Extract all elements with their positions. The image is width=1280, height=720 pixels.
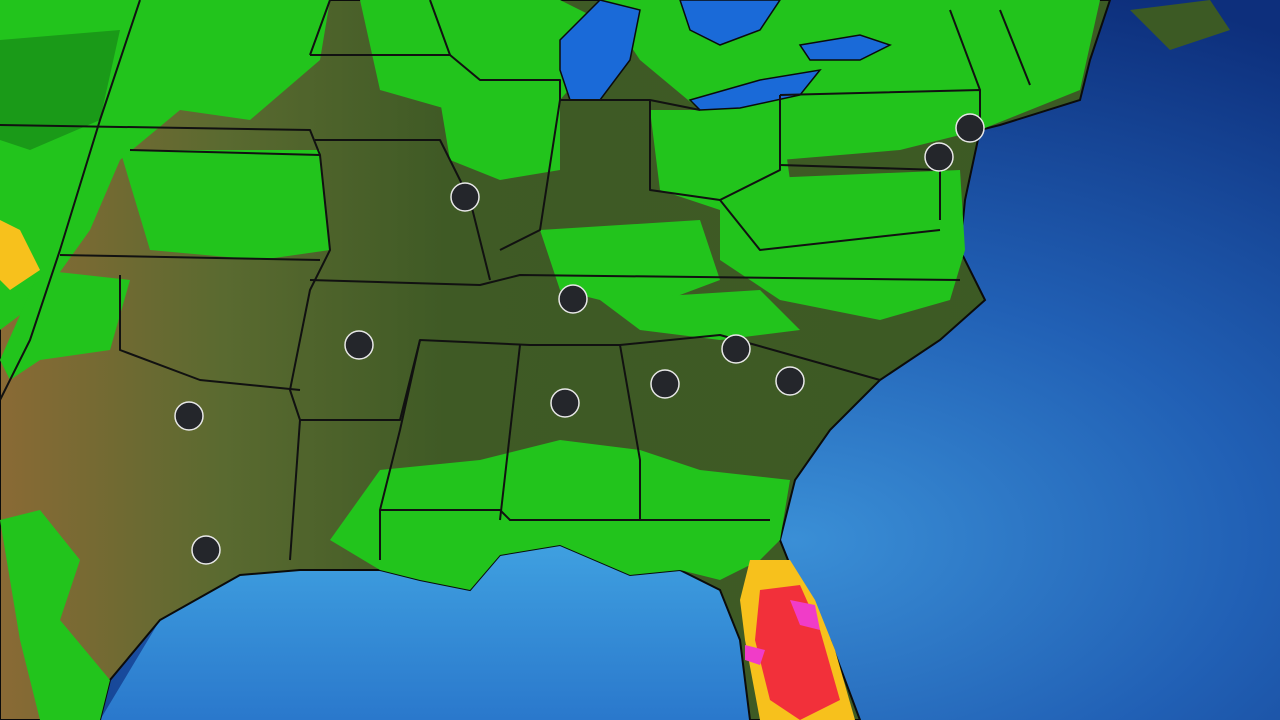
state-border bbox=[309, 0, 331, 56]
rain-area bbox=[120, 150, 330, 260]
gulf bbox=[100, 545, 750, 720]
state-border bbox=[999, 9, 1031, 86]
state-border bbox=[59, 254, 321, 261]
rain-area bbox=[0, 270, 130, 380]
state-border bbox=[119, 275, 301, 391]
city-marker bbox=[721, 334, 751, 364]
state-border bbox=[719, 199, 941, 251]
land bbox=[1130, 0, 1230, 50]
lake bbox=[679, 0, 781, 46]
rain-area bbox=[0, 510, 110, 720]
state-border bbox=[309, 274, 961, 286]
rain-area bbox=[540, 220, 720, 310]
state-border bbox=[619, 344, 641, 520]
state-border bbox=[499, 344, 521, 521]
city-marker bbox=[775, 366, 805, 396]
rain-area bbox=[600, 290, 800, 340]
state-border bbox=[379, 339, 421, 560]
city-marker bbox=[558, 284, 588, 314]
rain-heavy bbox=[755, 585, 840, 720]
state-border bbox=[499, 99, 561, 251]
lake bbox=[798, 34, 892, 61]
city-marker bbox=[924, 142, 954, 172]
city-marker bbox=[174, 401, 204, 431]
rain-area bbox=[440, 100, 560, 180]
rain-area bbox=[360, 0, 620, 110]
city-marker bbox=[650, 369, 680, 399]
state-border bbox=[429, 0, 451, 56]
state-border bbox=[0, 124, 331, 561]
city-marker bbox=[344, 330, 374, 360]
rain-area bbox=[720, 170, 965, 320]
city-markers bbox=[174, 113, 985, 565]
city-marker bbox=[955, 113, 985, 143]
rain-area bbox=[330, 440, 790, 590]
state-borders bbox=[0, 0, 1031, 561]
rain-heavy bbox=[0, 220, 40, 290]
state-border bbox=[380, 509, 770, 521]
city-marker bbox=[550, 388, 580, 418]
city-marker bbox=[450, 182, 480, 212]
precipitation bbox=[0, 0, 1100, 720]
state-border bbox=[129, 149, 321, 156]
lake bbox=[559, 0, 641, 101]
rain-heavy bbox=[745, 645, 765, 665]
state-border bbox=[949, 9, 981, 91]
rain-heavy bbox=[790, 600, 820, 630]
city-marker bbox=[191, 535, 221, 565]
rain-area bbox=[0, 30, 120, 150]
state-border bbox=[315, 139, 491, 281]
state-border bbox=[300, 334, 881, 421]
state-border bbox=[0, 0, 141, 401]
